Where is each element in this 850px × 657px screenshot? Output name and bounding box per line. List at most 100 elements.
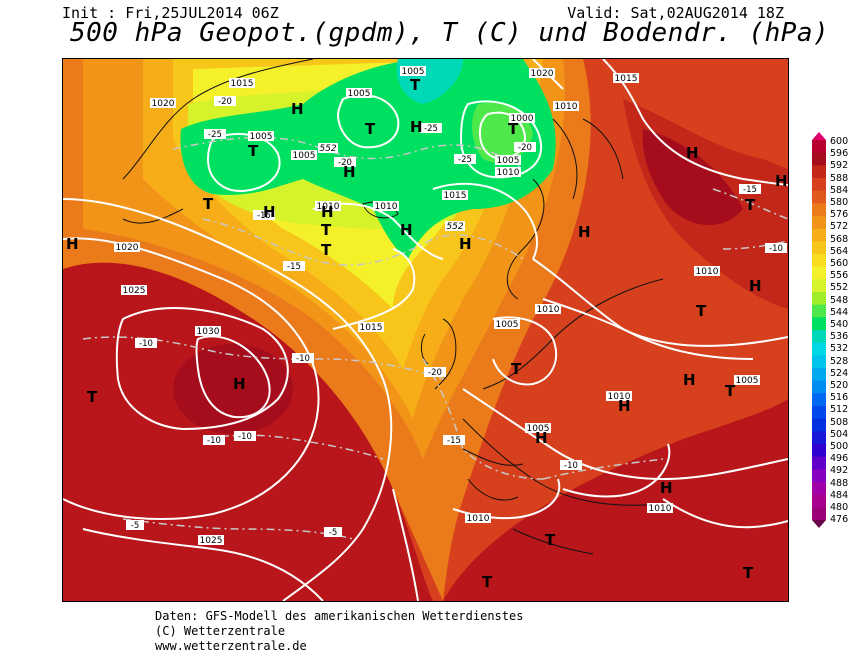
color-scale-level: 512 — [830, 404, 849, 416]
svg-text:-15: -15 — [743, 185, 757, 195]
color-scale-swatch — [812, 165, 826, 179]
color-scale-level: 592 — [830, 160, 849, 172]
color-scale-level: 480 — [830, 502, 849, 514]
svg-text:1010: 1010 — [555, 102, 578, 112]
high-marker: H — [263, 203, 276, 221]
color-scale-swatch — [812, 190, 826, 204]
init-time: Init : Fri,25JUL2014 06Z — [62, 4, 279, 22]
svg-text:1015: 1015 — [360, 323, 383, 333]
svg-text:-25: -25 — [458, 155, 472, 165]
footer-website: www.wetterzentrale.de — [155, 639, 307, 653]
color-scale-swatch — [812, 203, 826, 217]
color-scale-tip-bottom — [812, 520, 826, 528]
color-scale-level: 600 — [830, 136, 849, 147]
pressure-label: 1005 — [400, 66, 426, 77]
isobar-1030-core — [195, 335, 271, 419]
isobar-1005-europe — [492, 316, 558, 386]
svg-text:-15: -15 — [447, 436, 461, 446]
footer-data-source: Daten: GFS-Modell des amerikanischen Wet… — [155, 609, 524, 623]
color-scale-swatch — [812, 304, 826, 318]
pressure-label: 1000 — [509, 113, 535, 124]
color-scale-swatch — [812, 317, 826, 331]
coastline-uk — [420, 318, 457, 390]
svg-text:1015: 1015 — [444, 191, 467, 201]
color-scale-swatch — [812, 355, 826, 369]
high-marker: H — [343, 163, 356, 181]
valid-time: Valid: Sat,02AUG2014 18Z — [567, 4, 784, 22]
isobar-1025-south — [82, 528, 324, 601]
color-scale-tip-top — [812, 132, 826, 140]
temperature-label: -15 — [739, 184, 761, 195]
temperature-label: -10 — [765, 243, 787, 254]
pressure-label: 1010 — [495, 167, 521, 178]
color-scale-swatch — [812, 152, 826, 166]
color-scale-level: 560 — [830, 258, 849, 270]
color-scale-level: 528 — [830, 355, 849, 367]
coastline-greenland — [122, 59, 314, 224]
svg-text:-20: -20 — [218, 97, 232, 107]
low-marker: T — [410, 76, 421, 94]
svg-text:1025: 1025 — [200, 536, 223, 546]
svg-text:-25: -25 — [424, 124, 438, 134]
pressure-label: 1005 — [248, 131, 274, 142]
low-marker: T — [725, 382, 736, 400]
low-marker: T — [545, 531, 556, 549]
low-marker: T — [87, 388, 98, 406]
pressure-label: 1010 — [535, 304, 561, 315]
color-scale-level: 556 — [830, 270, 849, 282]
color-scale-level: 484 — [830, 489, 849, 501]
high-marker: H — [400, 221, 413, 239]
svg-text:-10: -10 — [564, 461, 578, 471]
isobar-1015-europe — [532, 258, 788, 347]
high-marker: H — [749, 277, 762, 295]
coastline-norway — [506, 178, 545, 300]
high-marker: H — [683, 371, 696, 389]
high-marker: H — [686, 144, 699, 162]
svg-text:1020: 1020 — [116, 243, 139, 253]
low-marker: T — [365, 120, 376, 138]
pressure-label: 1025 — [198, 535, 224, 546]
color-scale-level: 536 — [830, 331, 849, 343]
svg-text:1010: 1010 — [467, 514, 490, 524]
pressure-label: 1010 — [606, 391, 632, 402]
svg-text:552: 552 — [319, 144, 336, 154]
isobar-1010-south — [462, 388, 788, 481]
svg-text:-10: -10 — [769, 244, 783, 254]
pressure-label: 1010 — [694, 266, 720, 277]
color-scale-level: 496 — [830, 453, 849, 465]
pressure-label: 1010 — [647, 503, 673, 514]
coastline-iberia — [462, 448, 524, 501]
isotherm-minus-10-southwest — [202, 434, 384, 460]
svg-text:1005: 1005 — [736, 376, 759, 386]
low-marker: T — [321, 221, 332, 239]
color-scale-labels: 600 596 592 588 584 580 576 572 568 564 560 556 552 5… — [830, 136, 848, 527]
isobar-1015-east-top — [602, 59, 788, 186]
pressure-label: 1030 — [195, 326, 221, 337]
color-scale-level: 508 — [830, 416, 849, 428]
color-scale-level: 488 — [830, 477, 849, 489]
svg-text:1025: 1025 — [123, 286, 146, 296]
isobar-1005-med — [562, 443, 671, 498]
pressure-label: 1015 — [442, 190, 468, 201]
svg-text:-25: -25 — [208, 130, 222, 140]
temperature-label: -10 — [292, 353, 314, 364]
color-scale-level: 568 — [830, 233, 849, 245]
low-centers: T T T T T T T T T T T T T T T — [87, 76, 756, 591]
svg-text:1010: 1010 — [375, 202, 398, 212]
color-scale-swatch — [812, 342, 826, 356]
svg-text:552: 552 — [446, 222, 463, 232]
color-scale-swatch — [812, 431, 826, 445]
svg-text:-10: -10 — [296, 354, 310, 364]
color-scale-level: 492 — [830, 465, 849, 477]
color-scale-level: 500 — [830, 441, 849, 453]
isotherm-minus-15-east — [712, 188, 788, 220]
pressure-label: 1020 — [114, 242, 140, 253]
high-marker: H — [459, 235, 472, 253]
pressure-label: 1015 — [613, 73, 639, 84]
svg-text:-15: -15 — [257, 211, 271, 221]
svg-text:1010: 1010 — [317, 202, 340, 212]
isobar-1015-southwest — [392, 488, 419, 601]
temperature-label: -25 — [204, 129, 226, 140]
pressure-label-group: 1015 1020 1005 1005 1000 1005 1010 1020 … — [114, 66, 760, 546]
color-scale-level: 564 — [830, 245, 849, 257]
